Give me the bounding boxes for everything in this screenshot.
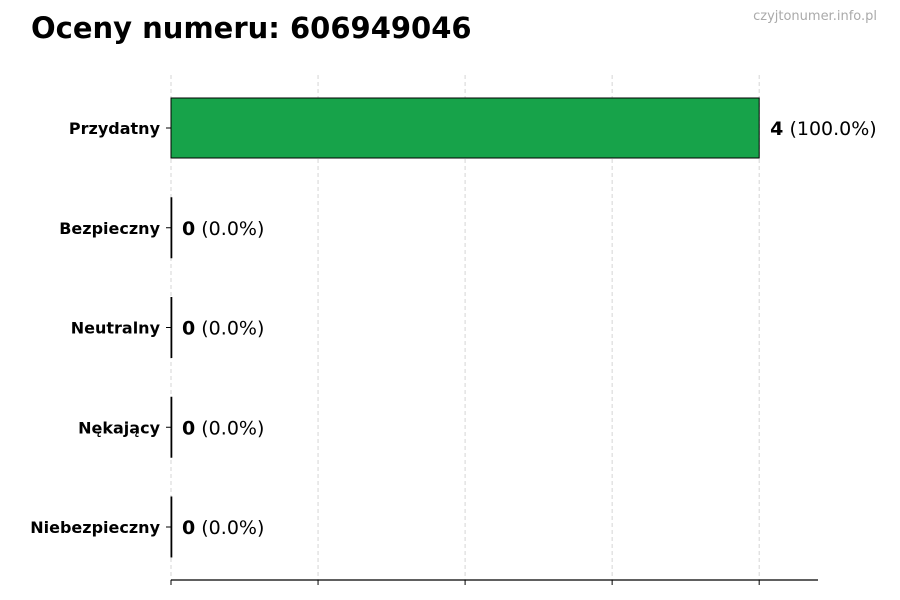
value-count: 0 — [182, 517, 195, 539]
value-count: 0 — [182, 318, 195, 340]
value-percent: (0.0%) — [195, 517, 264, 539]
category-label: Bezpieczny — [59, 219, 160, 238]
value-count: 4 — [770, 118, 783, 140]
value-label: 0 (0.0%) — [182, 517, 264, 539]
category-label: Przydatny — [69, 119, 161, 138]
watermark: czyjtonumer.info.pl — [753, 9, 877, 24]
value-label: 0 (0.0%) — [182, 417, 264, 439]
category-label: Nękający — [78, 418, 160, 437]
bar — [170, 396, 173, 458]
value-percent: (0.0%) — [195, 417, 264, 439]
bar — [170, 197, 173, 259]
value-label: 0 (0.0%) — [182, 318, 264, 340]
value-count: 0 — [182, 218, 195, 240]
bar — [170, 97, 760, 159]
value-percent: (0.0%) — [195, 218, 264, 240]
value-percent: (0.0%) — [195, 318, 264, 340]
value-label: 0 (0.0%) — [182, 218, 264, 240]
bar — [170, 297, 173, 358]
value-percent: (100.0%) — [783, 118, 876, 140]
bar — [170, 496, 173, 558]
value-label: 4 (100.0%) — [770, 118, 877, 140]
category-label: Niebezpieczny — [30, 518, 160, 537]
chart-title: Oceny numeru: 606949046 — [31, 11, 472, 45]
value-count: 0 — [182, 417, 195, 439]
category-label: Neutralny — [71, 319, 161, 338]
